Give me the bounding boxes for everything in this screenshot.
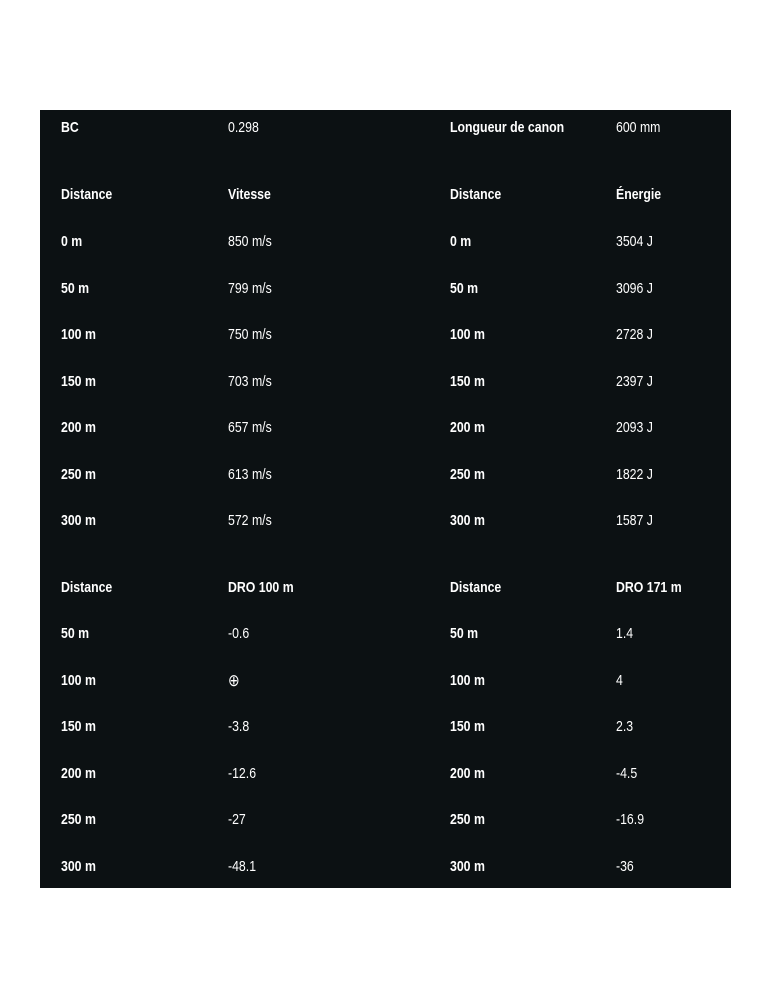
- velocity-energy-row-cell: 50 m: [61, 279, 90, 297]
- drop-row-cell: -4.5: [616, 764, 638, 782]
- velocity-energy-row: 250 m 613 m/s 250 m 1822 J: [40, 465, 731, 485]
- bc-value: 0.298: [228, 119, 259, 136]
- barrel-length-value: 600 mm: [616, 119, 661, 136]
- drop-row-cell: 50 m: [61, 625, 90, 642]
- drop-row: 50 m -0.6 50 m 1.4: [40, 624, 731, 644]
- drop-row-cell: 300 m: [450, 858, 485, 875]
- velocity-energy-row: 300 m 572 m/s 300 m 1587 J: [40, 511, 731, 531]
- velocity-energy-header: Distance Vitesse Distance Énergie: [40, 185, 731, 205]
- drop-row-cell: -12.6: [228, 764, 257, 782]
- drop-header-cell: Distance: [61, 579, 113, 596]
- velocity-energy-row-cell: 200 m: [450, 419, 485, 436]
- velocity-energy-row: 150 m 703 m/s 150 m 2397 J: [40, 372, 731, 392]
- velocity-energy-row-cell: 657 m/s: [228, 419, 272, 436]
- drop-row-cell: 300 m: [61, 858, 96, 875]
- velocity-energy-row-cell: 50 m: [450, 279, 479, 297]
- velocity-energy-header-cell: Vitesse: [228, 186, 271, 203]
- drop-row-cell: -48.1: [228, 858, 257, 875]
- velocity-energy-row: 0 m 850 m/s 0 m 3504 J: [40, 232, 731, 252]
- velocity-energy-row-cell: 100 m: [450, 326, 485, 343]
- velocity-energy-row-cell: 613 m/s: [228, 465, 272, 483]
- drop-row-cell: 100 m: [450, 671, 485, 689]
- velocity-energy-row-cell: 150 m: [61, 372, 96, 390]
- velocity-energy-row-cell: 703 m/s: [228, 372, 272, 390]
- velocity-energy-row: 50 m 799 m/s 50 m 3096 J: [40, 279, 731, 299]
- spec-row: BC 0.298 Longueur de canon 600 mm: [40, 118, 731, 138]
- drop-row-cell: -0.6: [228, 625, 250, 642]
- velocity-energy-row-cell: 850 m/s: [228, 233, 272, 250]
- velocity-energy-row-cell: 250 m: [450, 465, 485, 483]
- drop-row-cell: 1.4: [616, 625, 634, 642]
- velocity-energy-row-cell: 250 m: [61, 465, 96, 483]
- drop-row-cell: 150 m: [61, 718, 96, 736]
- bc-label: BC: [61, 119, 79, 136]
- velocity-energy-row-cell: 150 m: [450, 372, 485, 390]
- drop-header-cell: Distance: [450, 579, 502, 596]
- drop-header-cell: DRO 171 m: [616, 579, 682, 596]
- velocity-energy-row-cell: 572 m/s: [228, 512, 272, 529]
- drop-row-cell: 100 m: [61, 671, 96, 689]
- drop-row: 100 m ⊕ 100 m 4: [40, 671, 731, 691]
- drop-row-cell: 4: [616, 671, 623, 689]
- drop-row-cell: -36: [616, 858, 634, 875]
- drop-header-cell: DRO 100 m: [228, 579, 294, 596]
- velocity-energy-row-cell: 0 m: [450, 233, 472, 250]
- drop-row: 200 m -12.6 200 m -4.5: [40, 764, 731, 784]
- velocity-energy-header-cell: Énergie: [616, 186, 662, 203]
- velocity-energy-header-cell: Distance: [450, 186, 502, 203]
- velocity-energy-row-cell: 2397 J: [616, 372, 653, 390]
- barrel-length-label: Longueur de canon: [450, 119, 565, 136]
- velocity-energy-row-cell: 1822 J: [616, 465, 653, 483]
- velocity-energy-row: 200 m 657 m/s 200 m 2093 J: [40, 418, 731, 438]
- drop-row-cell: -3.8: [228, 718, 250, 736]
- velocity-energy-row-cell: 200 m: [61, 419, 96, 436]
- velocity-energy-row-cell: 750 m/s: [228, 326, 272, 343]
- drop-row: 150 m -3.8 150 m 2.3: [40, 717, 731, 737]
- drop-header: Distance DRO 100 m Distance DRO 171 m: [40, 578, 731, 598]
- velocity-energy-header-cell: Distance: [61, 186, 113, 203]
- zero-crosshair-icon: ⊕: [228, 670, 240, 690]
- velocity-energy-row-cell: 2093 J: [616, 419, 653, 436]
- drop-row-cell: 150 m: [450, 718, 485, 736]
- velocity-energy-row-cell: 100 m: [61, 326, 96, 343]
- velocity-energy-row-cell: 3096 J: [616, 279, 653, 297]
- drop-row-cell: -27: [228, 811, 246, 829]
- velocity-energy-row-cell: 3504 J: [616, 233, 653, 250]
- velocity-energy-row: 100 m 750 m/s 100 m 2728 J: [40, 325, 731, 345]
- velocity-energy-row-cell: 1587 J: [616, 512, 653, 529]
- velocity-energy-row-cell: 0 m: [61, 233, 83, 250]
- drop-row-cell: -16.9: [616, 811, 645, 829]
- drop-row-cell: 2.3: [616, 718, 634, 736]
- drop-row-cell: 250 m: [450, 811, 485, 829]
- velocity-energy-row-cell: 300 m: [450, 512, 485, 529]
- drop-row-cell: 250 m: [61, 811, 96, 829]
- drop-row-cell: 50 m: [450, 625, 479, 642]
- drop-row: 300 m -48.1 300 m -36: [40, 857, 731, 877]
- drop-row-cell: 200 m: [61, 764, 96, 782]
- velocity-energy-row-cell: 300 m: [61, 512, 96, 529]
- velocity-energy-row-cell: 2728 J: [616, 326, 653, 343]
- drop-row-cell: 200 m: [450, 764, 485, 782]
- velocity-energy-row-cell: 799 m/s: [228, 279, 272, 297]
- ballistics-table: BC 0.298 Longueur de canon 600 mm Distan…: [40, 110, 731, 888]
- drop-row: 250 m -27 250 m -16.9: [40, 810, 731, 830]
